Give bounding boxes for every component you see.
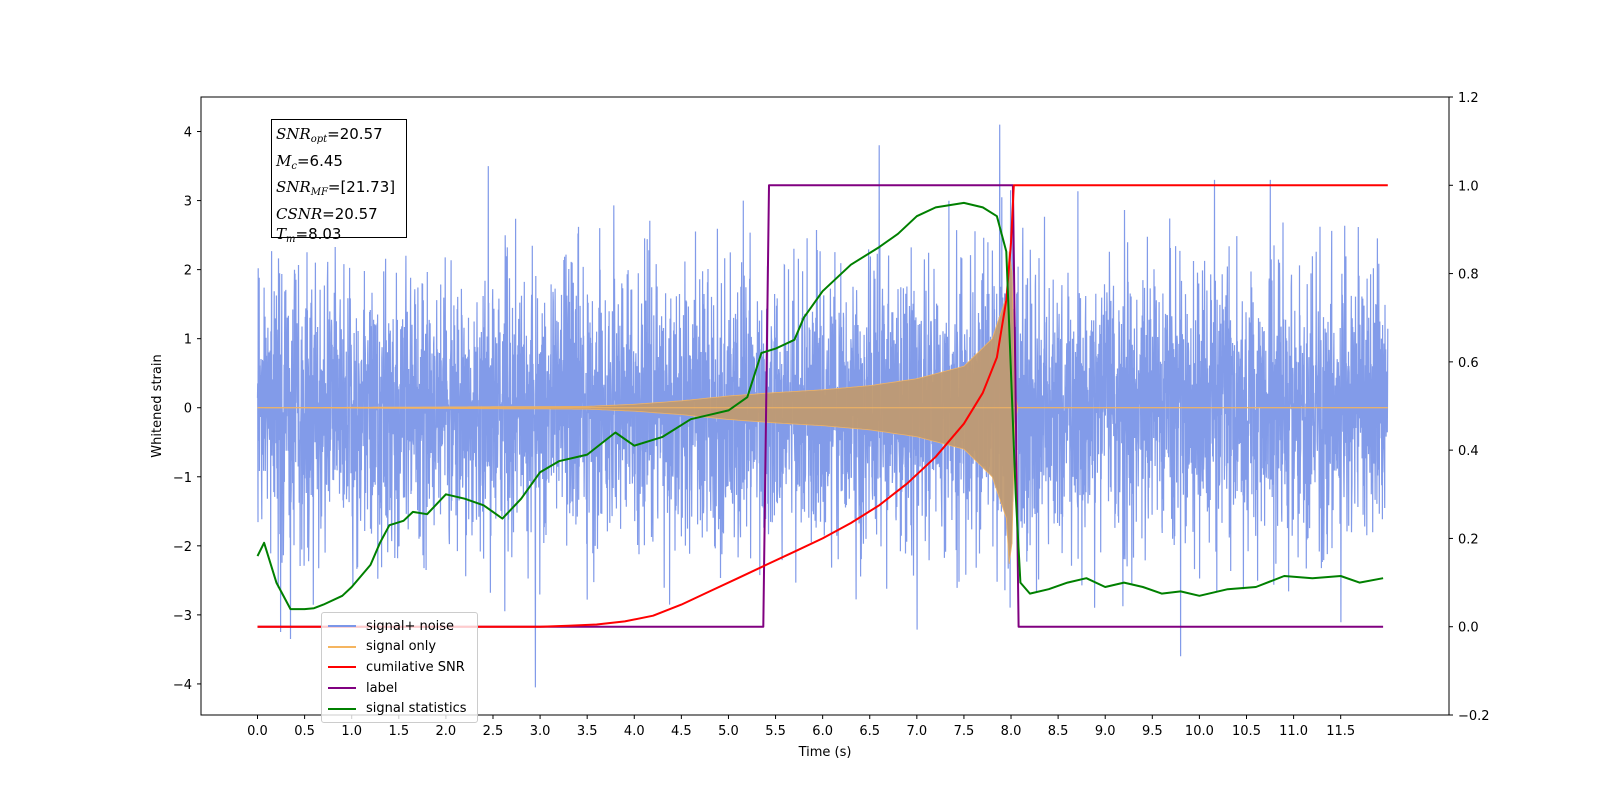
x-tick-label: 3.5 bbox=[577, 724, 598, 739]
legend-swatch-cumulative-snr bbox=[328, 666, 356, 669]
legend-label: cumilative SNR bbox=[366, 659, 465, 675]
x-tick-label: 0.0 bbox=[247, 724, 268, 739]
y-tick-label: 1 bbox=[184, 333, 192, 348]
legend-label: signal statistics bbox=[366, 701, 467, 717]
y2-tick-label: −0.2 bbox=[1458, 709, 1490, 724]
legend-item-cumulative-snr: cumilative SNR bbox=[328, 657, 477, 678]
y2-tick-label: 0.8 bbox=[1458, 268, 1479, 283]
x-tick-label: 5.0 bbox=[718, 724, 739, 739]
x-tick-label: 7.5 bbox=[954, 724, 975, 739]
annotation-snr-opt: SNRopt=20.57 bbox=[276, 125, 383, 145]
series-cumulative-snr bbox=[257, 184, 1388, 628]
x-tick-label: 10.0 bbox=[1185, 724, 1214, 739]
legend-item-signal-only: signal only bbox=[328, 637, 477, 658]
x-tick-label: 1.0 bbox=[341, 724, 362, 739]
plot-area bbox=[256, 124, 1389, 688]
y2-tick-label: 0.6 bbox=[1458, 356, 1479, 371]
y-tick-label: 2 bbox=[184, 264, 192, 279]
legend: signal+ noise signal only cumilative SNR… bbox=[321, 612, 478, 723]
legend-item-signal-statistics: signal statistics bbox=[328, 698, 477, 719]
legend-swatch-signal-statistics bbox=[328, 707, 356, 710]
y-tick-label: 3 bbox=[184, 195, 192, 210]
y-axis-right: 1.2 1.0 0.8 0.6 0.4 0.2 0.0 −0.2 bbox=[1449, 91, 1490, 724]
x-tick-label: 3.0 bbox=[530, 724, 551, 739]
annotation-csnr: CSNR=20.57 bbox=[276, 204, 378, 223]
x-tick-label: 2.5 bbox=[483, 724, 504, 739]
y-axis-label: Whitened strain bbox=[150, 354, 165, 457]
y2-tick-label: 0.4 bbox=[1458, 444, 1479, 459]
x-tick-label: 1.5 bbox=[388, 724, 409, 739]
x-tick-label: 6.0 bbox=[812, 724, 833, 739]
x-tick-label: 11.5 bbox=[1326, 724, 1355, 739]
x-tick-label: 6.5 bbox=[859, 724, 880, 739]
series-signal-noise bbox=[256, 124, 1389, 688]
y2-tick-label: 1.0 bbox=[1458, 179, 1479, 194]
x-tick-label: 4.0 bbox=[624, 724, 645, 739]
legend-label: signal only bbox=[366, 639, 437, 655]
annotation-tm: Tm=8.03 bbox=[276, 225, 342, 246]
x-tick-label: 7.0 bbox=[906, 724, 927, 739]
x-axis: 0.0 0.5 1.0 1.5 2.0 2.5 3.0 3.5 4.0 4.5 5.0 5.5 6.0 6… bbox=[247, 715, 1355, 739]
y-tick-label: −1 bbox=[173, 471, 192, 486]
y-tick-label: 0 bbox=[184, 402, 192, 417]
legend-swatch-signal-only bbox=[328, 645, 356, 648]
x-tick-label: 0.5 bbox=[294, 724, 315, 739]
y-tick-label: −4 bbox=[173, 678, 192, 693]
y-tick-label: −2 bbox=[173, 540, 192, 555]
y2-tick-label: 0.2 bbox=[1458, 532, 1479, 547]
legend-item-label: label bbox=[328, 678, 477, 699]
plot-frame bbox=[200, 96, 1450, 716]
x-tick-label: 4.5 bbox=[671, 724, 692, 739]
x-tick-label: 10.5 bbox=[1232, 724, 1261, 739]
legend-item-signal-noise: signal+ noise bbox=[328, 616, 477, 637]
x-tick-label: 8.5 bbox=[1048, 724, 1069, 739]
x-tick-label: 8.0 bbox=[1001, 724, 1022, 739]
x-tick-label: 9.0 bbox=[1095, 724, 1116, 739]
series-label bbox=[257, 184, 1384, 628]
annotation-box: SNRopt=20.57 Mc=6.45 SNRMF=[21.73] CSNR=… bbox=[271, 119, 407, 245]
legend-swatch-signal-noise bbox=[328, 625, 356, 628]
legend-label: signal+ noise bbox=[366, 618, 455, 634]
legend-label: label bbox=[366, 680, 398, 696]
legend-swatch-label bbox=[328, 687, 356, 690]
series-signal-statistics bbox=[256, 201, 1384, 611]
x-tick-label: 2.0 bbox=[436, 724, 457, 739]
x-tick-label: 5.5 bbox=[765, 724, 786, 739]
y-tick-label: −3 bbox=[173, 609, 192, 624]
x-tick-label: 11.0 bbox=[1279, 724, 1308, 739]
annotation-mc: Mc=6.45 bbox=[276, 151, 343, 172]
x-axis-label: Time (s) bbox=[798, 745, 852, 760]
y2-tick-label: 1.2 bbox=[1458, 91, 1479, 106]
x-tick-label: 9.5 bbox=[1142, 724, 1163, 739]
y-tick-label: 4 bbox=[184, 126, 192, 141]
y-axis-left: 4 3 2 1 0 −1 −2 −3 −4 bbox=[173, 126, 201, 693]
annotation-snr-mf: SNRMF=[21.73] bbox=[276, 178, 396, 199]
y2-tick-label: 0.0 bbox=[1458, 621, 1479, 636]
